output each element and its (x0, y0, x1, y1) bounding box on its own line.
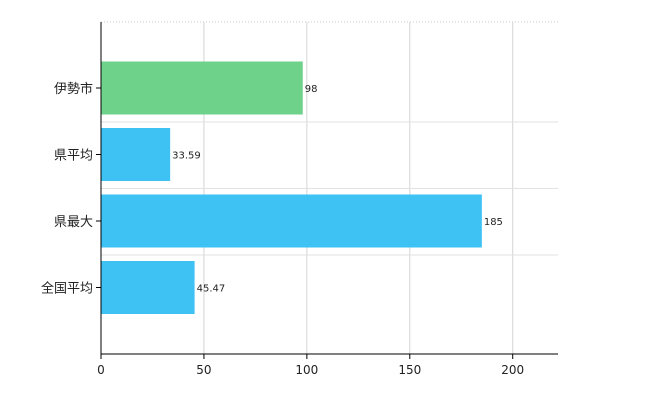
x-tick-label: 50 (196, 363, 211, 377)
labels: 0 50 100 150 200 伊勢市 98 県平均 33.59 県最大 185 全国平均 45.47 (41, 81, 524, 377)
x-tick-label: 150 (398, 363, 421, 377)
category-label: 伊勢市 (54, 81, 93, 97)
category-label: 全国平均 (41, 281, 93, 297)
bar-value-label: 98 (305, 84, 318, 95)
bar-value-label: 185 (484, 217, 503, 228)
x-tick-label: 100 (295, 363, 318, 377)
bar (101, 194, 482, 248)
gridlines (101, 21, 558, 354)
bar (101, 128, 171, 181)
bar-value-label: 33.59 (172, 151, 201, 162)
x-tick-label: 0 (97, 363, 105, 377)
x-tick-label: 200 (501, 363, 524, 377)
bar-value-label: 45.47 (197, 284, 226, 295)
category-label: 県平均 (54, 149, 93, 164)
bar (101, 261, 195, 314)
bars (101, 61, 482, 314)
bar (101, 61, 303, 115)
category-label: 県最大 (54, 215, 93, 230)
axes (96, 22, 558, 359)
